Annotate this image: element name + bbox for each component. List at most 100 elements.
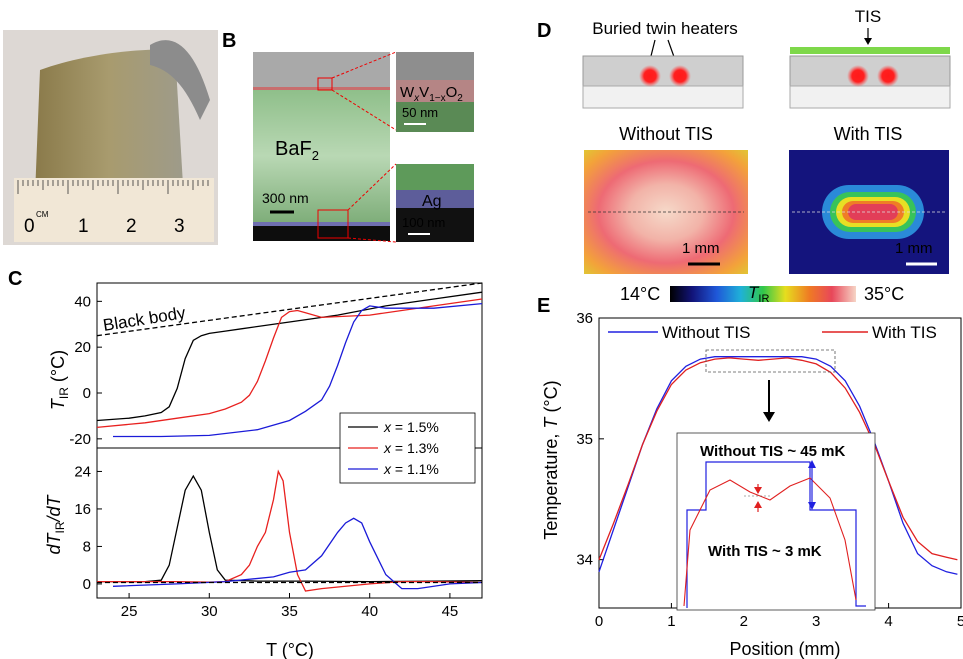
zoom-box-2 <box>317 209 349 239</box>
inset-without-trace <box>686 461 866 608</box>
scale-100nm: 100 nm <box>402 215 445 230</box>
heater-dot <box>639 65 661 87</box>
x-tick-label: 1 <box>667 613 675 630</box>
scale-1mm-right: 1 mm <box>895 240 933 257</box>
device-left-top <box>582 55 744 87</box>
x-tick-label: 0 <box>595 613 603 630</box>
heater-dot <box>877 65 899 87</box>
c-top-plot: -20 0 20 40 <box>69 282 483 448</box>
device-left-bottom <box>582 85 744 109</box>
series-line-x-1-1- <box>113 302 483 438</box>
formula-label: WxV1−xO2 <box>400 84 463 104</box>
black-body-label: Black body <box>102 303 188 335</box>
colorbar <box>670 286 856 302</box>
x-tick-label: 35 <box>281 603 298 620</box>
heater-dot <box>847 65 869 87</box>
y-tick-label: 0 <box>83 385 91 402</box>
c-bottom-ylabel: dTIR/dT <box>44 493 67 554</box>
heater-dot <box>669 65 691 87</box>
ruler <box>14 178 214 242</box>
sem-top-layer <box>253 52 390 87</box>
y-tick-label: 16 <box>74 501 91 518</box>
tis-layer <box>790 47 950 54</box>
with-tis-title: With TIS <box>834 124 903 144</box>
device-right-top <box>789 55 951 87</box>
series-line-x-1-5- <box>96 291 483 422</box>
x-tick-label: 4 <box>884 613 892 630</box>
y-tick-label: 8 <box>83 538 91 555</box>
e-ylabel: Temperature, T (°C) <box>541 380 561 539</box>
ruler-ticks <box>17 180 209 194</box>
ruler-num-2: 2 <box>126 216 137 237</box>
zoom-line <box>331 89 397 131</box>
without-tis-title: Without TIS <box>619 124 713 144</box>
legend-x11: x = 1.1% <box>383 461 439 477</box>
y-tick-label: 34 <box>576 552 593 569</box>
scale-300nm: 300 nm <box>262 190 309 206</box>
panel-label-b: B <box>222 30 236 52</box>
colorbar-max: 35°C <box>864 284 904 304</box>
c-top-ylabel: TIR (°C) <box>48 350 71 410</box>
ruler-num-3: 3 <box>174 216 185 237</box>
sem-substrate <box>253 226 390 241</box>
zoom-line <box>331 51 397 79</box>
panel-d: D Buried twin heaters TIS Without TIS Wi… <box>537 7 951 305</box>
inset-with-text: With TIS ~ 3 mK <box>708 543 822 560</box>
x-tick-label: 25 <box>121 603 138 620</box>
panel-label-e: E <box>537 295 550 317</box>
zoom-box-1 <box>317 77 333 91</box>
zoom-line <box>347 163 397 211</box>
y-tick-label: 40 <box>74 293 91 310</box>
scale-1mm-left: 1 mm <box>682 240 720 257</box>
ag-label: Ag <box>422 193 442 210</box>
series-line-black-body <box>96 282 483 337</box>
ruler-num-0: 0 <box>24 216 35 237</box>
heaters-label: Buried twin heaters <box>592 19 738 38</box>
colorbar-label: TIR <box>748 283 769 305</box>
x-tick-label: 40 <box>361 603 378 620</box>
panel-a: A 0 CM 1 2 3 <box>3 30 218 245</box>
series-line-x-1-3- <box>96 298 483 429</box>
scale-50nm: 50 nm <box>402 105 438 120</box>
sem-ag-layer <box>253 222 390 226</box>
series-line-with-tis <box>598 357 958 561</box>
film-sample <box>35 49 183 196</box>
c-xlabel: T (°C) <box>266 640 314 659</box>
y-tick-label: 0 <box>83 576 91 593</box>
y-tick-label: 36 <box>576 310 593 327</box>
inset-without-text: Without TIS ~ 45 mK <box>700 443 845 460</box>
y-tick-label: 24 <box>74 463 91 480</box>
y-tick-label: -20 <box>69 431 91 448</box>
series-line-x-1-1- <box>112 517 483 590</box>
legend-x13: x = 1.3% <box>383 440 439 456</box>
series-line-x-1-3- <box>97 469 483 592</box>
c-bottom-plot: 0 8 16 24 25 30 35 40 45 <box>74 463 483 620</box>
ruler-num-1: 1 <box>78 216 89 237</box>
zoom-line <box>347 237 397 243</box>
panel-b: B BaF2 300 nm WxV1−xO2 50 nm Ag 100 nm <box>222 30 474 243</box>
colorbar-min: 14°C <box>620 284 660 304</box>
x-tick-label: 45 <box>442 603 459 620</box>
e-legend-with: With TIS <box>872 323 937 342</box>
sem-vo2-layer <box>253 87 390 90</box>
series-line-without-tis <box>598 356 958 575</box>
ruler-unit: CM <box>36 210 49 219</box>
e-xlabel: Position (mm) <box>729 639 840 659</box>
baf2-label: BaF2 <box>275 138 319 163</box>
tis-label: TIS <box>855 7 881 26</box>
film-curl <box>150 40 210 121</box>
panel-label-d: D <box>537 20 551 42</box>
e-legend-without: Without TIS <box>662 323 751 342</box>
x-tick-label: 2 <box>740 613 748 630</box>
x-tick-label: 30 <box>201 603 218 620</box>
y-tick-label: 35 <box>576 431 593 448</box>
x-tick-label: 5 <box>957 613 963 630</box>
x-tick-label: 3 <box>812 613 820 630</box>
panel-c: C -20 0 20 40 0 8 16 24 25 30 35 40 45 TIR (°C) dTI… <box>8 268 483 659</box>
device-right-bottom <box>789 85 951 109</box>
legend-x15: x = 1.5% <box>383 419 439 435</box>
panel-label-c: C <box>8 268 22 290</box>
